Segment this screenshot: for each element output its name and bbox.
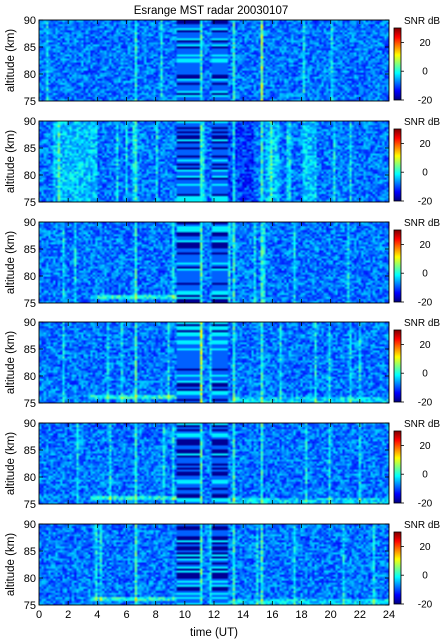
colorbar-label: SNR dB <box>404 218 440 229</box>
x-tick-label: 16 <box>266 609 278 621</box>
colorbar-frame <box>393 27 402 101</box>
y-axis-label: altitude (km) <box>5 231 17 294</box>
y-tick-label: 75 <box>24 298 36 310</box>
panel-3-heatmap <box>39 222 389 303</box>
y-tick-label: 75 <box>24 96 36 108</box>
colorbar-frame <box>393 531 402 605</box>
y-axis-label: altitude (km) <box>5 331 17 394</box>
colorbar-tick-label: -20 <box>418 298 433 309</box>
x-tick-label: 2 <box>65 609 71 621</box>
y-tick-label: 85 <box>24 143 36 155</box>
colorbar-frame <box>393 128 402 202</box>
y-tick-label: 75 <box>24 197 36 209</box>
y-tick-label: 80 <box>24 371 36 383</box>
panel-2-heatmap <box>39 121 389 202</box>
colorbar-label: SNR dB <box>404 117 440 128</box>
y-tick-label: 80 <box>24 472 36 484</box>
y-tick-label: 75 <box>24 398 36 410</box>
colorbar-tick-label: -20 <box>418 600 433 611</box>
colorbar-frame <box>393 329 402 403</box>
colorbar-tick-label: 0 <box>422 571 428 582</box>
panel-3: 75 80 85 90 altitude (km) SNR dB -20 0 20 <box>5 217 440 310</box>
y-axis-label: altitude (km) <box>5 130 17 193</box>
colorbar-tick-label: 0 <box>422 269 428 280</box>
y-tick-label: 90 <box>24 418 36 430</box>
y-tick-label: 75 <box>24 499 36 511</box>
colorbar <box>394 230 401 302</box>
colorbar <box>394 330 401 402</box>
colorbar-label: SNR dB <box>404 419 440 430</box>
colorbar-tick-label: 20 <box>419 441 431 452</box>
y-tick-label: 90 <box>24 317 36 329</box>
panel-5-heatmap <box>39 423 389 504</box>
panel-2: 75 80 85 90 altitude (km) SNR dB -20 0 20 <box>5 116 440 209</box>
colorbar-tick-label: 0 <box>422 470 428 481</box>
y-tick-label: 80 <box>24 573 36 585</box>
panel-4-heatmap <box>39 322 389 403</box>
y-tick-label: 80 <box>24 271 36 283</box>
colorbar-label: SNR dB <box>404 16 440 27</box>
colorbar-tick-label: -20 <box>418 398 433 409</box>
panel-4: 75 80 85 90 altitude (km) SNR dB -20 0 20 <box>5 317 440 410</box>
y-tick-label: 80 <box>24 170 36 182</box>
colorbar-tick-label: 20 <box>419 542 431 553</box>
x-tick-label: 18 <box>295 609 307 621</box>
colorbar-tick-label: -20 <box>418 96 433 107</box>
y-tick-label: 90 <box>24 15 36 27</box>
y-tick-label: 85 <box>24 344 36 356</box>
colorbar-label: SNR dB <box>404 318 440 329</box>
colorbar-tick-label: -20 <box>418 499 433 510</box>
y-tick-label: 75 <box>24 600 36 612</box>
colorbar <box>394 431 401 503</box>
x-tick-label: 8 <box>153 609 159 621</box>
colorbar-tick-label: 20 <box>419 340 431 351</box>
colorbar-tick-label: 20 <box>419 38 431 49</box>
x-tick-label: 12 <box>208 609 220 621</box>
colorbar-tick-label: 20 <box>419 240 431 251</box>
x-tick-label: 0 <box>36 609 42 621</box>
colorbar <box>394 28 401 100</box>
figure-title: Esrange MST radar 20030107 <box>134 5 289 17</box>
x-tick-label: 22 <box>354 609 366 621</box>
y-tick-label: 85 <box>24 546 36 558</box>
panel-5: 75 80 85 90 altitude (km) SNR dB -20 0 20 <box>5 418 440 511</box>
colorbar-tick-label: 20 <box>419 139 431 150</box>
colorbar-frame <box>393 430 402 504</box>
colorbar <box>394 532 401 604</box>
y-tick-label: 85 <box>24 445 36 457</box>
colorbar-tick-label: 0 <box>422 168 428 179</box>
panel-1-heatmap <box>39 20 389 101</box>
y-tick-label: 85 <box>24 244 36 256</box>
colorbar <box>394 129 401 201</box>
y-axis-label: altitude (km) <box>5 432 17 495</box>
y-tick-label: 80 <box>24 69 36 81</box>
x-tick-label: 6 <box>123 609 129 621</box>
y-tick-label: 85 <box>24 42 36 54</box>
y-axis-label: altitude (km) <box>5 29 17 92</box>
y-tick-label: 90 <box>24 116 36 128</box>
x-tick-label: 20 <box>325 609 337 621</box>
x-tick-label: 10 <box>179 609 191 621</box>
x-tick-label: 24 <box>383 609 395 621</box>
colorbar-tick-label: -20 <box>418 197 433 208</box>
x-tick-label: 4 <box>94 609 100 621</box>
x-axis-label: time (UT) <box>190 627 238 639</box>
colorbar-label: SNR dB <box>404 520 440 531</box>
panel-1: 75 80 85 90 altitude (km) SNR dB -20 0 20 <box>5 15 440 108</box>
y-tick-label: 90 <box>24 519 36 531</box>
y-tick-label: 90 <box>24 217 36 229</box>
colorbar-frame <box>393 229 402 303</box>
panel-6-heatmap <box>39 524 389 605</box>
colorbar-tick-label: 0 <box>422 67 428 78</box>
colorbar-tick-label: 0 <box>422 369 428 380</box>
x-tick-label: 14 <box>237 609 249 621</box>
y-axis-label: altitude (km) <box>5 533 17 596</box>
